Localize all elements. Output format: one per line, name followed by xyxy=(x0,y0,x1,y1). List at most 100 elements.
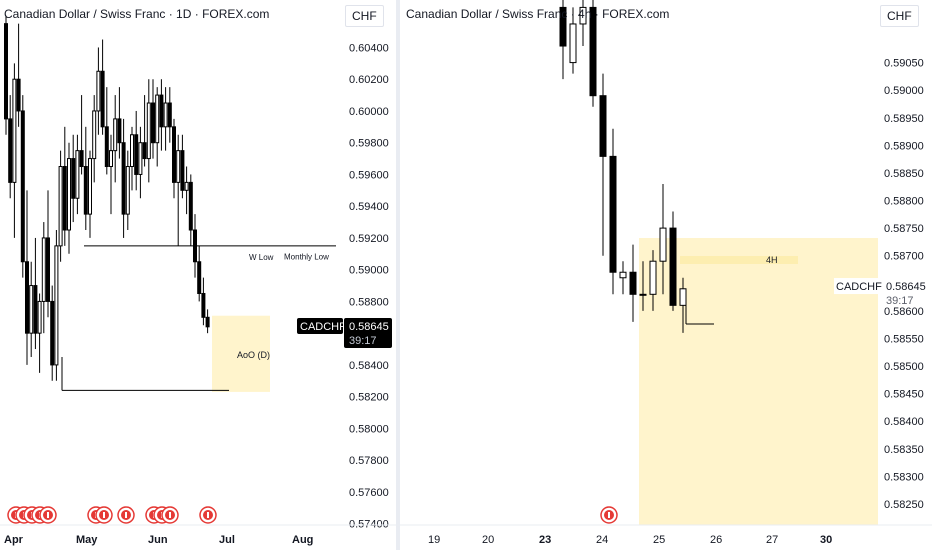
aoo-zone xyxy=(212,315,270,392)
currency-button[interactable]: CHF xyxy=(345,5,384,27)
h4-candle-body xyxy=(579,6,587,25)
daily-candle-body xyxy=(197,261,202,294)
price-tick: 0.58250 xyxy=(884,499,924,511)
price-tick: 0.58750 xyxy=(884,223,924,235)
price-tick: 0.58300 xyxy=(884,471,924,483)
h4-candle-body xyxy=(569,23,577,64)
daily-candle-body xyxy=(201,292,206,318)
daily-candle-body xyxy=(151,102,155,144)
time-tick: Jul xyxy=(219,534,235,546)
h4-chart-canvas[interactable]: 4H 0.59050 0.59000 0.58950 0.58900 0.58850 0.5… xyxy=(400,0,932,550)
daily-candle-body xyxy=(172,126,176,183)
time-tick: Aug xyxy=(292,534,313,546)
price-tick: 0.58850 xyxy=(884,168,924,180)
time-tick: 27 xyxy=(766,534,778,546)
h4-candle-body xyxy=(589,6,597,97)
price-tick: 0.58950 xyxy=(884,113,924,125)
daily-candle-body xyxy=(113,118,118,152)
daily-candle-body xyxy=(146,102,151,160)
time-tick: 25 xyxy=(653,534,665,546)
daily-candle-body xyxy=(83,166,88,215)
monthly-low-label: Monthly Low xyxy=(284,252,329,261)
price-tick: 0.58500 xyxy=(884,361,924,373)
daily-candle-body xyxy=(92,110,97,160)
daily-candle-body xyxy=(159,94,164,128)
price-tick: 0.58450 xyxy=(884,389,924,401)
daily-candle-body xyxy=(62,166,67,231)
price-tick: 0.58000 xyxy=(349,423,389,435)
daily-candle-body xyxy=(184,181,189,191)
price-tick: 0.58800 xyxy=(349,296,389,308)
daily-candle-body xyxy=(134,134,139,175)
price-tick: 0.60200 xyxy=(349,74,389,86)
price-tick: 0.57600 xyxy=(349,487,389,499)
daily-candle-body xyxy=(4,23,8,120)
daily-chart-pane[interactable]: AoO (D) W Low Monthly Low 0.60400 0.60200 0.6… xyxy=(0,0,396,550)
price-tick: 0.60400 xyxy=(349,42,389,54)
price-tick: 0.58400 xyxy=(349,360,389,372)
daily-candle-body xyxy=(29,285,34,334)
daily-candle-body xyxy=(67,158,71,231)
daily-candle-body xyxy=(188,181,193,231)
h4-candle-body xyxy=(679,288,687,306)
daily-candle-body xyxy=(58,166,63,247)
daily-candle-body xyxy=(205,316,210,328)
last-price: 0.58645 xyxy=(886,281,926,293)
daily-candle-body xyxy=(16,78,21,112)
daily-candle-body xyxy=(142,142,147,160)
daily-candle-body xyxy=(12,78,17,183)
h4-chart-pane[interactable]: 4H 0.59050 0.59000 0.58950 0.58900 0.58850 0.5… xyxy=(400,0,932,550)
last-price: 0.58645 xyxy=(349,321,389,333)
daily-candle-body xyxy=(138,142,143,175)
h4-candle-body xyxy=(659,227,667,262)
h4-candle-body xyxy=(629,271,637,295)
daily-candle-body xyxy=(20,110,25,263)
h4-candle-body xyxy=(639,293,647,296)
chart-title: Canadian Dollar / Swiss Franc · 1D · FOR… xyxy=(4,7,270,21)
daily-candle-body xyxy=(109,150,113,168)
h4-label: 4H xyxy=(766,255,778,265)
event-icon-mark xyxy=(103,512,105,518)
price-tick: 0.58550 xyxy=(884,333,924,345)
time-tick: 30 xyxy=(820,534,832,546)
daily-candle-body xyxy=(155,94,160,144)
chart-title: Canadian Dollar / Swiss Franc · 4h · FOR… xyxy=(406,7,670,21)
price-tick: 0.59000 xyxy=(349,265,389,277)
daily-candle-body xyxy=(104,126,109,168)
price-tick: 0.57800 xyxy=(349,455,389,467)
price-tick: 0.59200 xyxy=(349,233,389,245)
daily-candle-body xyxy=(121,142,126,215)
time-tick: 19 xyxy=(428,534,440,546)
time-tick: 26 xyxy=(710,534,722,546)
price-tick: 0.59400 xyxy=(349,201,389,213)
h4-candle-body xyxy=(619,271,627,279)
event-icon-mark xyxy=(125,512,127,518)
countdown: 39:17 xyxy=(349,335,377,347)
h4-candle-body xyxy=(649,260,657,295)
event-icon-mark xyxy=(608,512,610,518)
h4-candle-body xyxy=(599,95,607,157)
price-tag xyxy=(344,318,392,349)
daily-candle-body xyxy=(41,237,46,302)
time-tick: 20 xyxy=(482,534,494,546)
time-tick: Apr xyxy=(4,534,24,546)
daily-candle-body xyxy=(100,70,105,128)
daily-candle-body xyxy=(46,237,50,302)
daily-candle-body xyxy=(33,285,38,334)
price-tick: 0.59600 xyxy=(349,169,389,181)
daily-candle-body xyxy=(54,245,59,366)
event-icon-mark xyxy=(207,512,209,518)
currency-button[interactable]: CHF xyxy=(880,5,919,27)
price-tick: 0.58350 xyxy=(884,444,924,456)
pane-divider[interactable] xyxy=(396,0,400,550)
price-tick: 0.58900 xyxy=(884,140,924,152)
price-tick: 0.60000 xyxy=(349,106,389,118)
price-tick: 0.58700 xyxy=(884,251,924,263)
event-icon-mark xyxy=(47,512,49,518)
daily-chart-canvas[interactable]: AoO (D) W Low Monthly Low 0.60400 0.60200 0.6… xyxy=(0,0,396,550)
ticker-label: CADCHF xyxy=(836,281,882,293)
h4-band xyxy=(680,256,798,264)
daily-candle-body xyxy=(8,118,13,183)
time-tick: Jun xyxy=(148,534,168,546)
